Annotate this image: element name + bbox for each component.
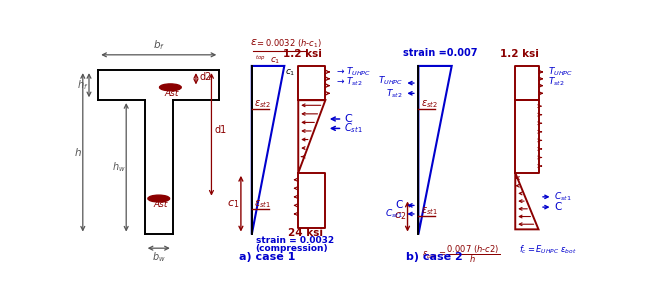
Text: $\varepsilon_{st1}$: $\varepsilon_{st1}$	[254, 198, 271, 210]
Text: $\rightarrow T_{st2}$: $\rightarrow T_{st2}$	[335, 76, 363, 88]
Text: $c_2$: $c_2$	[394, 211, 406, 222]
Text: $h_f$: $h_f$	[77, 78, 88, 92]
Text: $C_{st1}$: $C_{st1}$	[344, 122, 363, 135]
Ellipse shape	[148, 195, 170, 202]
Text: $T_{UHPC}$: $T_{UHPC}$	[378, 74, 403, 87]
Text: 24 ksi: 24 ksi	[289, 228, 324, 238]
Text: $h$: $h$	[74, 146, 82, 158]
Text: $f_c = E_{UHPC}\ \varepsilon_{bot}$: $f_c = E_{UHPC}\ \varepsilon_{bot}$	[519, 243, 577, 256]
Text: strain = 0.0032: strain = 0.0032	[255, 236, 333, 245]
Text: 1.2 ksi: 1.2 ksi	[283, 50, 322, 59]
Text: $T_{st2}$: $T_{st2}$	[548, 76, 564, 88]
Text: b) case 2: b) case 2	[406, 252, 462, 262]
Text: d2: d2	[199, 72, 211, 82]
Text: $c_1$: $c_1$	[285, 68, 296, 78]
Text: $\varepsilon_{bot} = \dfrac{0.007\ (h\text{-}c2)}{h}$: $\varepsilon_{bot} = \dfrac{0.007\ (h\te…	[422, 243, 500, 265]
Text: $c_1$: $c_1$	[270, 56, 280, 66]
Text: $\varepsilon$: $\varepsilon$	[250, 37, 258, 47]
Text: $T_{UHPC}$: $T_{UHPC}$	[548, 66, 573, 78]
Text: 1.2 ksi: 1.2 ksi	[500, 50, 539, 59]
Text: $= 0.0032\ (h$-$c_1)$: $= 0.0032\ (h$-$c_1)$	[255, 37, 322, 50]
Text: $C_{st1}$: $C_{st1}$	[554, 190, 571, 203]
Text: C: C	[344, 114, 352, 124]
Text: $T_{st2}$: $T_{st2}$	[386, 87, 403, 100]
Text: Ast: Ast	[153, 200, 168, 209]
Text: $b_f$: $b_f$	[153, 38, 165, 52]
Text: $C_{st1}$: $C_{st1}$	[385, 208, 403, 220]
Text: C: C	[554, 202, 562, 212]
Text: a) case 1: a) case 1	[239, 252, 296, 262]
Text: $_{top}$: $_{top}$	[255, 54, 265, 64]
Text: $h_w$: $h_w$	[112, 160, 125, 174]
Text: $\varepsilon_{st2}$: $\varepsilon_{st2}$	[421, 98, 437, 110]
Text: d1: d1	[214, 125, 227, 135]
Text: C: C	[395, 200, 403, 210]
Text: $\varepsilon_{st2}$: $\varepsilon_{st2}$	[254, 98, 271, 110]
Ellipse shape	[159, 84, 181, 91]
Text: $\varepsilon_{st1}$: $\varepsilon_{st1}$	[421, 205, 438, 217]
Text: Ast: Ast	[164, 89, 179, 98]
Text: $c_1$: $c_1$	[227, 198, 239, 210]
Text: $\rightarrow T_{UHPC}$: $\rightarrow T_{UHPC}$	[335, 66, 370, 78]
Text: strain =0.007: strain =0.007	[403, 48, 477, 58]
Text: (compression): (compression)	[255, 244, 328, 253]
Text: $b_w$: $b_w$	[152, 250, 166, 264]
